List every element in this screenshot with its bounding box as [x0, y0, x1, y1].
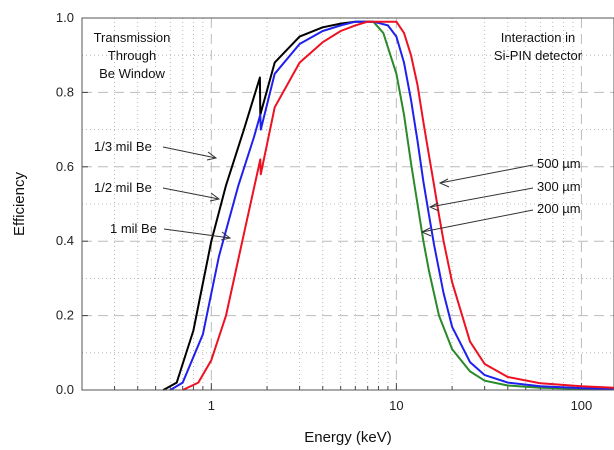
x-axis-title: Energy (keV)	[304, 429, 392, 446]
left-title-line-2: Through	[108, 48, 156, 63]
series-line-2	[182, 20, 374, 391]
y-tick-label: 0.0	[56, 382, 74, 397]
y-tick-label: 1.0	[56, 10, 74, 25]
label-one-half-mil-be: 1/2 mil Be	[94, 180, 152, 195]
y-tick-label: 0.2	[56, 308, 74, 323]
x-tick-label: 100	[571, 398, 593, 413]
series-line-1	[169, 20, 374, 391]
right-title-line-2: Si-PIN detector	[494, 48, 583, 63]
plot-frame	[81, 17, 614, 391]
arrowhead-200-um	[420, 227, 432, 237]
annotations: Transmission Through Be Window Interacti…	[94, 30, 583, 241]
plot-lines	[162, 20, 614, 391]
left-title-line-3: Be Window	[99, 66, 165, 81]
y-tick-label: 0.6	[56, 159, 74, 174]
grid	[82, 18, 614, 390]
y-tick-label: 0.4	[56, 233, 74, 248]
arrow-one-mil-be	[163, 228, 231, 239]
y-axis-title: Efficiency	[11, 172, 28, 236]
label-one-mil-be: 1 mil Be	[110, 221, 157, 236]
arrowhead-500-um	[438, 178, 450, 188]
arrow-one-third-mil-be	[162, 146, 217, 159]
series-line-4	[373, 20, 614, 390]
y-tick-label: 0.8	[56, 84, 74, 99]
x-tick-label: 1	[208, 398, 215, 413]
arrowhead-one-mil-be	[220, 231, 232, 241]
annotation-arrows	[162, 146, 534, 241]
right-title-line-1: Interaction in	[501, 30, 575, 45]
label-500-um: 500 µm	[537, 156, 581, 171]
arrowhead-300-um	[428, 202, 440, 212]
arrow-200-um	[421, 209, 534, 233]
x-tick-label: 10	[389, 398, 403, 413]
label-one-third-mil-be: 1/3 mil Be	[94, 139, 152, 154]
arrow-300-um	[429, 187, 534, 208]
label-200-um: 200 µm	[537, 201, 581, 216]
arrowhead-one-third-mil-be	[206, 151, 218, 161]
series-line-3	[372, 21, 614, 391]
label-300-um: 300 µm	[537, 179, 581, 194]
left-title-line-1: Transmission	[94, 30, 171, 45]
series-line-5	[373, 20, 614, 389]
arrow-one-half-mil-be	[162, 187, 220, 200]
y-axis: 0.0 0.2 0.4 0.6 0.8 1.0	[56, 10, 88, 397]
arrow-500-um	[439, 164, 534, 184]
arrowhead-one-half-mil-be	[209, 192, 221, 202]
